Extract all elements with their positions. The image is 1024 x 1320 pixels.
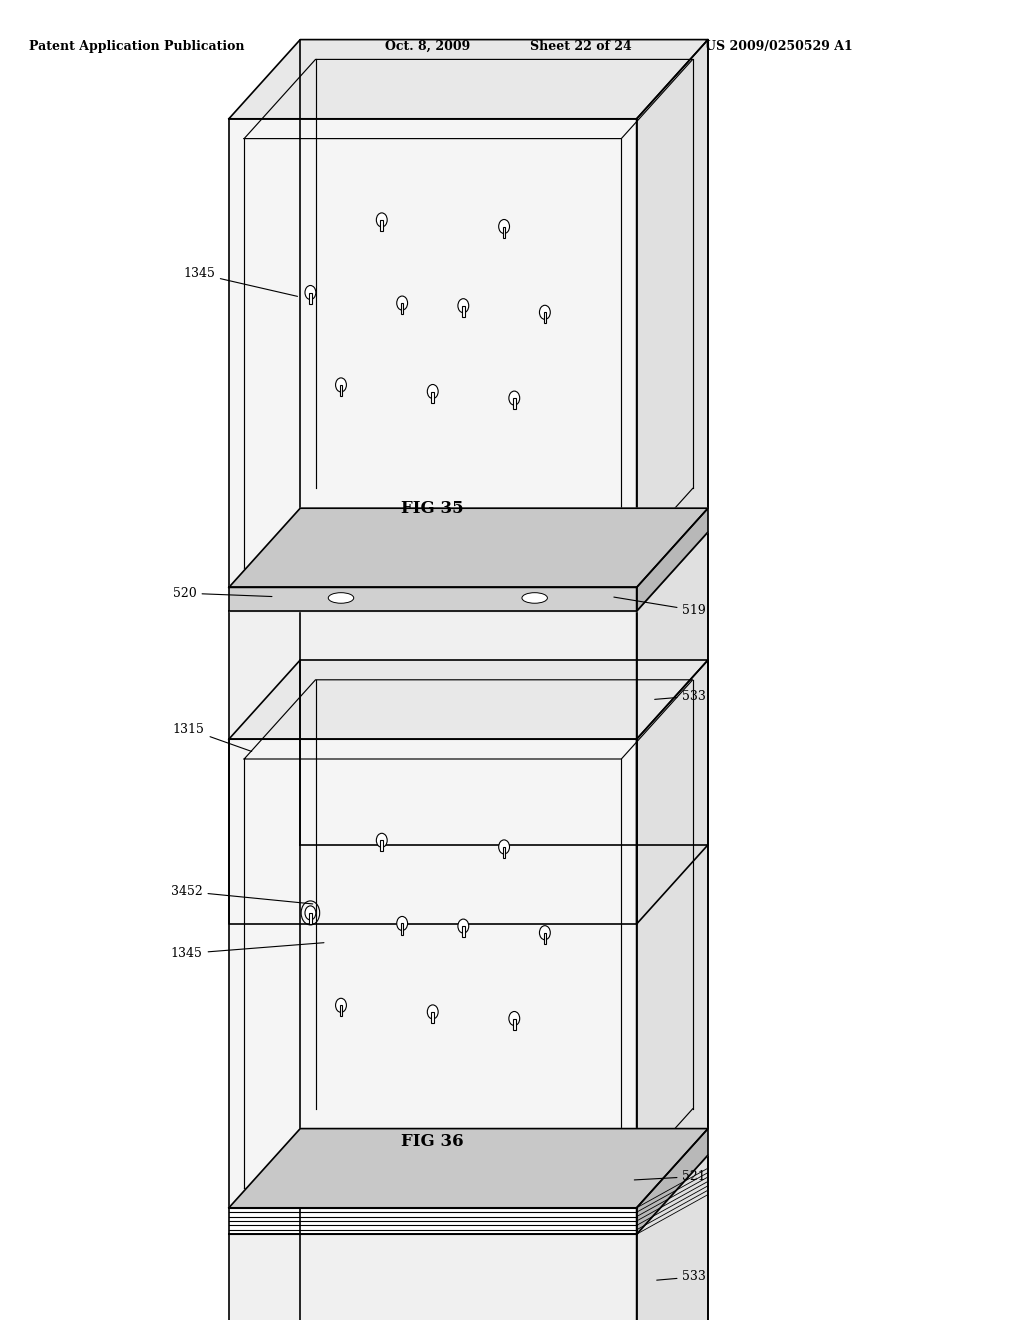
Polygon shape (637, 532, 708, 924)
Text: 3452: 3452 (171, 884, 312, 904)
Circle shape (336, 998, 346, 1012)
Bar (513, 1019, 515, 1030)
Bar (462, 927, 465, 937)
Bar (431, 392, 434, 403)
Bar (544, 313, 546, 323)
Circle shape (540, 925, 550, 940)
Bar (381, 841, 383, 851)
Circle shape (396, 916, 408, 931)
Bar (340, 385, 342, 396)
Circle shape (305, 285, 315, 300)
Bar (340, 1006, 342, 1016)
Circle shape (499, 840, 510, 854)
Bar (400, 924, 403, 935)
Polygon shape (637, 40, 708, 587)
Polygon shape (228, 660, 708, 739)
Circle shape (336, 378, 346, 392)
Polygon shape (228, 587, 637, 611)
Bar (381, 220, 383, 231)
Circle shape (377, 213, 387, 227)
Text: FIG 35: FIG 35 (401, 500, 464, 516)
Polygon shape (637, 660, 708, 1208)
Polygon shape (228, 119, 637, 587)
Text: 533: 533 (654, 689, 707, 702)
Bar (503, 847, 506, 858)
Text: Sheet 22 of 24: Sheet 22 of 24 (529, 40, 632, 53)
Bar (503, 227, 506, 238)
Polygon shape (228, 508, 708, 587)
Polygon shape (228, 611, 637, 924)
Text: 1345: 1345 (171, 942, 324, 960)
Bar (513, 399, 515, 409)
Circle shape (509, 1011, 520, 1026)
Text: 521: 521 (634, 1170, 707, 1183)
Circle shape (540, 305, 550, 319)
Bar (462, 306, 465, 317)
Polygon shape (228, 1129, 708, 1208)
Bar (400, 304, 403, 314)
Polygon shape (637, 508, 708, 611)
Bar (309, 913, 311, 924)
Ellipse shape (329, 593, 353, 603)
Circle shape (458, 919, 469, 933)
Polygon shape (228, 1234, 637, 1320)
Circle shape (396, 296, 408, 310)
Polygon shape (637, 1155, 708, 1320)
Circle shape (377, 833, 387, 847)
Text: US 2009/0250529 A1: US 2009/0250529 A1 (706, 40, 853, 53)
Text: FIG 36: FIG 36 (401, 1134, 464, 1150)
Circle shape (458, 298, 469, 313)
Circle shape (427, 384, 438, 399)
Polygon shape (228, 739, 637, 1208)
Text: 1315: 1315 (173, 722, 252, 751)
Text: 1345: 1345 (183, 267, 298, 297)
Ellipse shape (522, 593, 548, 603)
Circle shape (499, 219, 510, 234)
Text: 520: 520 (173, 586, 272, 599)
Bar (309, 293, 311, 304)
Polygon shape (228, 40, 708, 119)
Circle shape (305, 906, 315, 920)
Text: 533: 533 (656, 1270, 707, 1283)
Bar (431, 1012, 434, 1023)
Text: Oct. 8, 2009: Oct. 8, 2009 (385, 40, 470, 53)
Text: Patent Application Publication: Patent Application Publication (30, 40, 245, 53)
Circle shape (427, 1005, 438, 1019)
Bar (544, 933, 546, 944)
Polygon shape (637, 1129, 708, 1234)
Text: 519: 519 (613, 597, 707, 616)
Circle shape (509, 391, 520, 405)
